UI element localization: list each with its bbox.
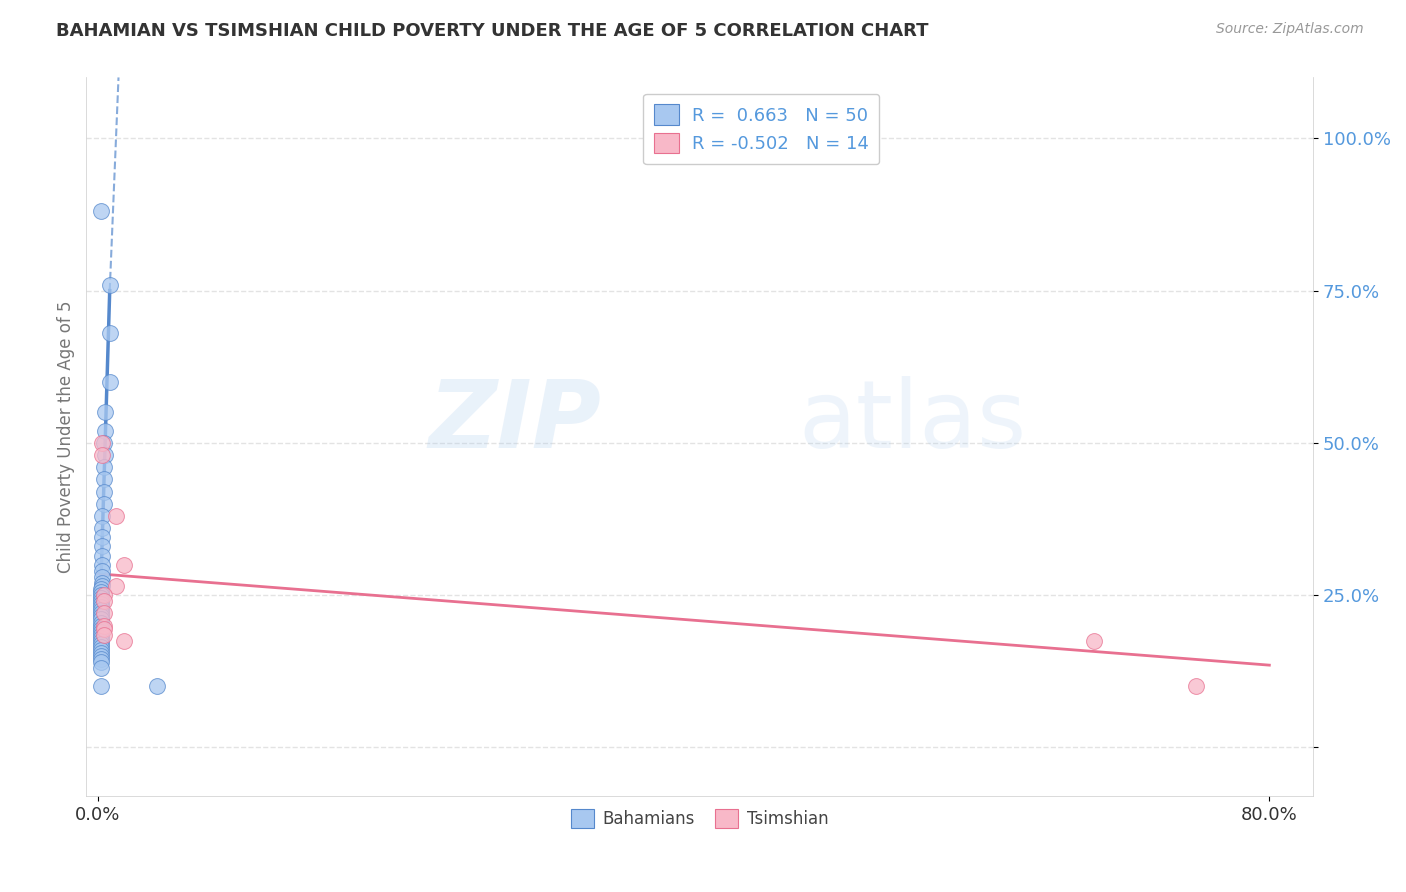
Point [90, 597, 112, 611]
Point [94, 405, 117, 419]
Point [91, 521, 114, 535]
Point [1185, 680, 1208, 694]
Point [90, 640, 112, 654]
Point [93, 472, 115, 486]
Point [90, 600, 112, 615]
Point [91, 448, 114, 462]
Point [90, 637, 112, 651]
Point [93, 497, 115, 511]
Point [1083, 633, 1105, 648]
Point [91, 530, 114, 544]
Point [90, 643, 112, 657]
Point [91, 435, 114, 450]
Point [104, 579, 127, 593]
Point [90, 652, 112, 666]
Point [91, 558, 114, 572]
Point [90, 633, 112, 648]
Point [90, 680, 112, 694]
Point [91, 508, 114, 523]
Text: atlas: atlas [799, 376, 1026, 468]
Point [90, 618, 112, 632]
Point [90, 612, 112, 626]
Text: ZIP: ZIP [429, 376, 602, 468]
Point [90, 655, 112, 669]
Point [90, 609, 112, 624]
Point [90, 588, 112, 602]
Point [104, 508, 127, 523]
Point [93, 607, 115, 621]
Point [90, 628, 112, 642]
Point [93, 435, 115, 450]
Point [90, 607, 112, 621]
Point [91, 570, 114, 584]
Point [93, 622, 115, 636]
Point [93, 618, 115, 632]
Point [90, 582, 112, 596]
Point [94, 424, 117, 438]
Point [145, 680, 167, 694]
Point [90, 615, 112, 630]
Legend: Bahamians, Tsimshian: Bahamians, Tsimshian [564, 802, 835, 835]
Point [112, 558, 135, 572]
Point [93, 588, 115, 602]
Point [93, 484, 115, 499]
Point [93, 628, 115, 642]
Point [90, 204, 112, 219]
Point [91, 540, 114, 554]
Text: BAHAMIAN VS TSIMSHIAN CHILD POVERTY UNDER THE AGE OF 5 CORRELATION CHART: BAHAMIAN VS TSIMSHIAN CHILD POVERTY UNDE… [56, 22, 929, 40]
Point [90, 594, 112, 608]
Point [98, 375, 121, 389]
Point [91, 549, 114, 563]
Point [93, 594, 115, 608]
Point [90, 624, 112, 639]
Point [90, 631, 112, 645]
Point [90, 603, 112, 617]
Point [98, 277, 121, 292]
Point [90, 646, 112, 660]
Point [90, 661, 112, 675]
Point [91, 564, 114, 578]
Point [91, 576, 114, 591]
Point [90, 585, 112, 599]
Point [98, 326, 121, 341]
Point [90, 591, 112, 606]
Point [112, 633, 135, 648]
Point [90, 648, 112, 663]
Point [93, 460, 115, 475]
Point [90, 622, 112, 636]
Text: Source: ZipAtlas.com: Source: ZipAtlas.com [1216, 22, 1364, 37]
Point [91, 579, 114, 593]
Point [94, 448, 117, 462]
Y-axis label: Child Poverty Under the Age of 5: Child Poverty Under the Age of 5 [58, 301, 75, 573]
